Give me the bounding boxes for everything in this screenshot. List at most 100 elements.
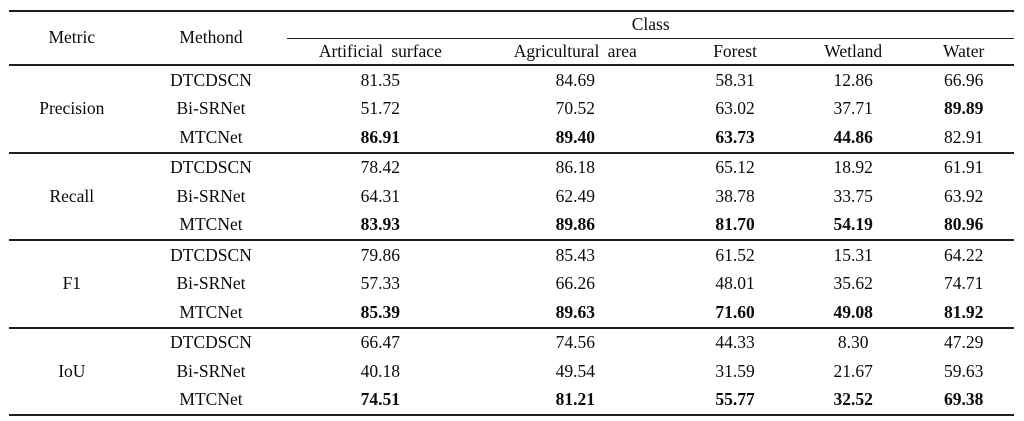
value-cell: 89.63 (473, 298, 678, 329)
value-cell: 49.08 (792, 298, 914, 329)
value-cell: 74.51 (287, 385, 474, 416)
value-cell: 85.39 (287, 298, 474, 329)
value-cell: 74.71 (944, 273, 984, 293)
method-label: DTCDSCN (170, 244, 252, 265)
value-cell: 51.72 (360, 98, 401, 118)
value-cell: 54.19 (792, 210, 914, 241)
value-cell: 49.54 (555, 360, 595, 381)
column-header-agricultural-area: Agricultural area (473, 38, 678, 66)
value-cell: 66.26 (555, 273, 595, 293)
column-header-artificial-surface: Artificial surface (287, 38, 474, 66)
metric-label: IoU (9, 327, 135, 416)
value-cell: 40.18 (360, 360, 401, 381)
value-cell: 83.93 (287, 210, 474, 241)
value-cell: 33.75 (833, 185, 873, 206)
value-cell: 64.22 (944, 244, 984, 265)
value-cell: 31.59 (715, 360, 755, 381)
method-label: MTCNet (134, 123, 288, 154)
column-group-class: Class (287, 11, 1014, 39)
value-cell: 18.92 (833, 157, 873, 177)
value-cell: 37.71 (833, 98, 873, 118)
table-row: MTCNet 86.91 89.40 63.73 44.86 82.91 (9, 123, 1014, 154)
value-cell: 82.91 (913, 123, 1014, 154)
table-row: IoU DTCDSCN 66.47 74.56 44.33 8.30 47.29 (9, 327, 1014, 416)
table-row: Precision DTCDSCN 81.35 84.69 58.31 12.86 66.9… (9, 65, 1014, 154)
method-label: Bi-SRNet (176, 185, 246, 206)
column-header-metric: Metric (9, 11, 135, 66)
method-label: Bi-SRNet (176, 360, 246, 381)
method-label: MTCNet (134, 385, 288, 416)
table-row: MTCNet 83.93 89.86 81.70 54.19 80.96 (9, 210, 1014, 241)
value-cell: 86.18 (555, 157, 595, 177)
value-cell: 70.52 (555, 98, 595, 118)
value-cell: 55.77 (677, 385, 793, 416)
value-cell: 84.69 (555, 69, 595, 90)
method-label: MTCNet (134, 298, 288, 329)
method-label: MTCNet (134, 210, 288, 241)
value-cell: 81.21 (473, 385, 678, 416)
value-cell: 81.70 (677, 210, 793, 241)
method-label: Bi-SRNet (176, 273, 246, 293)
column-header-wetland: Wetland (792, 38, 914, 66)
column-header-forest: Forest (677, 38, 793, 66)
table-header: Metric Methond Class Artificial surface … (9, 11, 1014, 66)
metric-label: Precision (9, 65, 135, 154)
value-cell: 85.43 (555, 244, 595, 265)
value-cell: 78.42 (360, 157, 401, 177)
value-cell: 86.91 (287, 123, 474, 154)
value-cell: 12.86 (833, 69, 873, 90)
metric-label: F1 (9, 240, 135, 329)
table-row: MTCNet 85.39 89.63 71.60 49.08 81.92 (9, 298, 1014, 329)
method-label: Bi-SRNet (176, 98, 246, 118)
value-cell: 63.02 (715, 98, 755, 118)
value-cell: 89.86 (473, 210, 678, 241)
column-header-method: Methond (134, 11, 288, 66)
table-row: Bi-SRNet 57.33 66.26 48.01 35.62 74.71 (9, 270, 1014, 299)
value-cell: 57.33 (360, 273, 401, 293)
value-cell: 8.30 (837, 332, 869, 352)
table-row: F1 DTCDSCN 79.86 85.43 61.52 15.31 64.22 (9, 240, 1014, 329)
value-cell: 63.92 (944, 185, 984, 206)
metric-label: Recall (9, 152, 135, 241)
value-cell: 58.31 (715, 69, 755, 90)
value-cell: 61.91 (944, 157, 984, 177)
value-cell: 74.56 (555, 332, 595, 352)
table-row: MTCNet 74.51 81.21 55.77 32.52 69.38 (9, 385, 1014, 416)
table-body: Precision DTCDSCN 81.35 84.69 58.31 12.86 66.9… (9, 65, 1014, 416)
value-cell: 47.29 (944, 332, 984, 352)
value-cell: 48.01 (715, 273, 755, 293)
value-cell: 38.78 (715, 185, 755, 206)
value-cell: 61.52 (715, 244, 755, 265)
value-cell: 64.31 (360, 185, 401, 206)
value-cell: 35.62 (833, 273, 873, 293)
value-cell: 81.35 (360, 69, 401, 90)
column-header-water: Water (913, 38, 1014, 66)
value-cell: 15.31 (833, 244, 873, 265)
method-label: DTCDSCN (170, 69, 252, 90)
table-row: Recall DTCDSCN 78.42 86.18 65.12 18.92 61.91 (9, 152, 1014, 241)
value-cell: 66.47 (360, 332, 401, 352)
header-group-row: Metric Methond Class (9, 11, 1014, 66)
value-cell: 69.38 (913, 385, 1014, 416)
value-cell: 32.52 (792, 385, 914, 416)
value-cell: 44.86 (792, 123, 914, 154)
method-label: DTCDSCN (170, 332, 252, 352)
header-class-row: Artificial surface Agricultural area For… (9, 38, 1014, 66)
value-cell: 71.60 (677, 298, 793, 329)
value-cell: 59.63 (944, 360, 984, 381)
value-cell: 81.92 (913, 298, 1014, 329)
results-table: Metric Methond Class Artificial surface … (9, 10, 1014, 416)
table-row: Bi-SRNet 51.72 70.52 63.02 37.71 89.89 (9, 95, 1014, 124)
method-label: DTCDSCN (170, 157, 252, 177)
value-cell: 89.40 (473, 123, 678, 154)
value-cell: 89.89 (944, 98, 984, 118)
value-cell: 63.73 (677, 123, 793, 154)
value-cell: 44.33 (715, 332, 755, 352)
value-cell: 80.96 (913, 210, 1014, 241)
value-cell: 79.86 (360, 244, 401, 265)
table-row: Bi-SRNet 40.18 49.54 31.59 21.67 59.63 (9, 357, 1014, 386)
value-cell: 21.67 (833, 360, 873, 381)
table-row: Bi-SRNet 64.31 62.49 38.78 33.75 63.92 (9, 182, 1014, 211)
value-cell: 62.49 (555, 185, 595, 206)
